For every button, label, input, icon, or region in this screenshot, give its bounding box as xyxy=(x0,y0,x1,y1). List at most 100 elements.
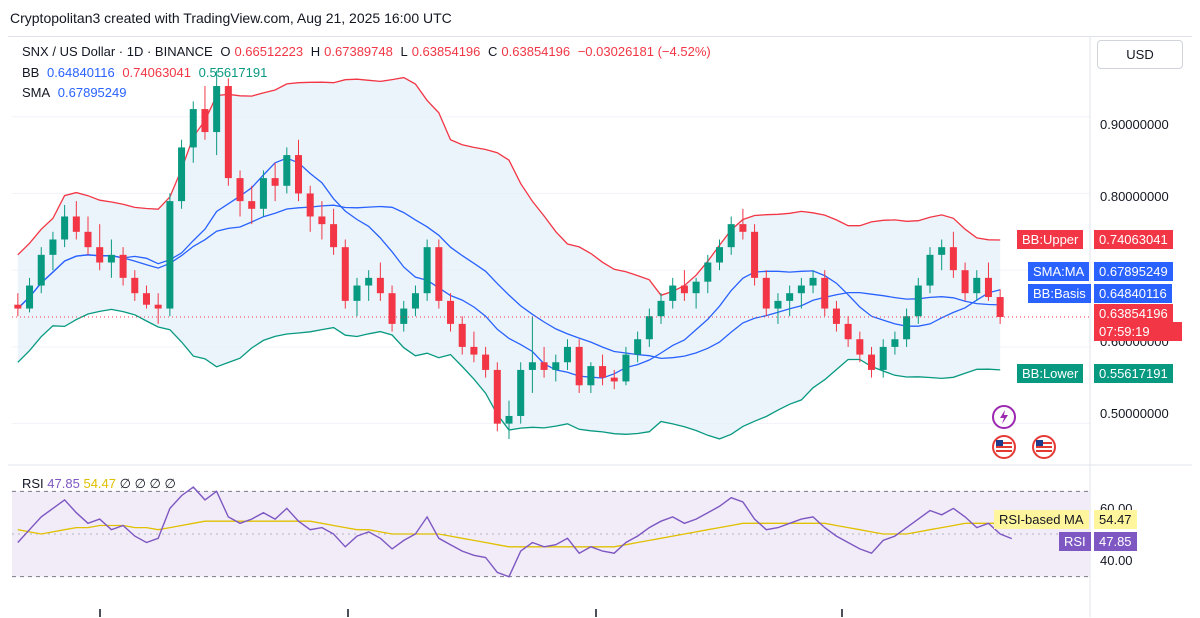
candle-down xyxy=(739,224,747,232)
candle-down xyxy=(131,277,139,294)
sma-legend: SMA 0.67895249 xyxy=(22,85,130,100)
candle-up xyxy=(365,277,373,286)
candle-down xyxy=(610,377,618,382)
high-value: 0.67389748 xyxy=(324,44,393,59)
candle-up xyxy=(622,354,630,382)
close-value: 0.63854196 xyxy=(501,44,571,59)
candle-up xyxy=(411,293,419,309)
open-value: 0.66512223 xyxy=(234,44,304,59)
header-bar: Cryptopolitan3 created with TradingView.… xyxy=(0,0,1200,36)
candle-down xyxy=(248,201,256,209)
candle-up xyxy=(178,147,186,202)
candle-down xyxy=(458,323,466,347)
bb-upper-value: 0.74063041 xyxy=(122,65,191,80)
candle-up xyxy=(786,293,794,301)
candle-down xyxy=(821,277,829,309)
candle-up xyxy=(645,316,653,340)
candle-down xyxy=(949,247,957,271)
candle-up xyxy=(423,247,431,294)
sma-label[interactable]: SMA xyxy=(22,85,51,100)
candle-down xyxy=(388,293,396,324)
candle-up xyxy=(49,239,57,255)
header-title: Cryptopolitan3 created with TradingView.… xyxy=(10,10,452,26)
candle-down xyxy=(493,369,501,424)
candle-down xyxy=(142,293,150,305)
sma-tag-label: SMA:MA xyxy=(1028,262,1090,281)
lightning-icon[interactable] xyxy=(991,404,1017,435)
candle-down xyxy=(540,362,548,370)
bb-basis-value: 0.64840116 xyxy=(46,65,115,80)
us-flag-icon[interactable] xyxy=(1031,434,1057,465)
candle-down xyxy=(447,300,455,324)
candle-up xyxy=(657,300,665,317)
bb-legend: BB 0.64840116 0.74063041 0.55617191 xyxy=(22,65,271,80)
bollinger-band-fill xyxy=(17,77,1001,439)
candle-down xyxy=(751,231,759,278)
candle-down xyxy=(996,297,1004,317)
candle-up xyxy=(517,369,525,416)
bb-label[interactable]: BB xyxy=(22,65,40,80)
rsi-extra-values: ∅ ∅ ∅ ∅ xyxy=(119,476,176,491)
low-value: 0.63854196 xyxy=(411,44,481,59)
candle-up xyxy=(715,247,724,263)
candle-down xyxy=(14,304,22,309)
candle-up xyxy=(107,254,115,263)
bb-upper-tag-value: 0.74063041 xyxy=(1094,230,1173,249)
candle-down xyxy=(482,354,490,370)
candle-up xyxy=(634,339,642,355)
candle-down xyxy=(575,346,583,386)
candle-down xyxy=(856,339,864,355)
candle-down xyxy=(201,109,209,133)
candle-up xyxy=(587,366,595,386)
candle-up xyxy=(26,285,34,309)
bb-basis-tag-value: 0.64840116 xyxy=(1094,284,1172,303)
candle-up xyxy=(563,346,571,363)
candle-up xyxy=(37,254,45,286)
candle-down xyxy=(599,366,607,378)
close-label: C xyxy=(488,44,498,59)
candle-up xyxy=(809,277,817,286)
low-label: L xyxy=(400,44,408,59)
candle-down xyxy=(236,178,244,202)
candle-up xyxy=(879,346,887,370)
candle-down xyxy=(224,86,232,179)
rsi-ma-tag-label: RSI-based MA xyxy=(994,510,1089,529)
rsi-ma-line xyxy=(17,520,1012,548)
rsi-line xyxy=(17,486,1013,578)
candle-up xyxy=(189,109,197,148)
candle-up xyxy=(259,178,267,209)
sma-line xyxy=(17,157,1001,379)
rsi-tag-label: RSI xyxy=(1059,532,1091,551)
candle-up xyxy=(692,281,700,294)
ohlc-legend: SNX / US Dollar · 1D · BINANCE O 0.665122… xyxy=(22,44,715,59)
rsi-label[interactable]: RSI xyxy=(22,476,44,491)
symbol-name[interactable]: SNX / US Dollar · 1D · BINANCE xyxy=(22,44,213,59)
us-flag-icon[interactable] xyxy=(991,434,1023,465)
candle-up xyxy=(727,224,735,248)
candle-down xyxy=(470,346,478,355)
candle-up xyxy=(61,216,69,240)
price-tick-label: 0.90000000 xyxy=(1100,117,1169,132)
candle-down xyxy=(119,254,127,278)
bb-basis-line xyxy=(17,204,1001,360)
open-label: O xyxy=(220,44,231,59)
chart-frame xyxy=(8,36,1192,618)
last-price-tag: 0.63854196 xyxy=(1094,304,1173,323)
candle-up xyxy=(704,262,712,282)
candle-up xyxy=(891,339,899,347)
sma-value: 0.67895249 xyxy=(57,85,127,100)
rsi-ma-tag-value: 54.47 xyxy=(1094,510,1137,529)
candle-down xyxy=(341,247,349,301)
price-tick-label: 0.80000000 xyxy=(1100,189,1169,204)
candle-up xyxy=(505,415,513,424)
candle-down xyxy=(271,178,279,186)
currency-button[interactable]: USD xyxy=(1097,40,1183,69)
rsi-tick-label: 40.00 xyxy=(1100,553,1133,568)
price-tick-label: 0.50000000 xyxy=(1100,406,1169,421)
rsi-value: 47.85 xyxy=(47,476,80,491)
candle-up xyxy=(552,362,560,370)
bb-upper-tag-label: BB:Upper xyxy=(1017,230,1084,249)
candle-up xyxy=(903,316,911,340)
candle-down xyxy=(961,270,969,294)
